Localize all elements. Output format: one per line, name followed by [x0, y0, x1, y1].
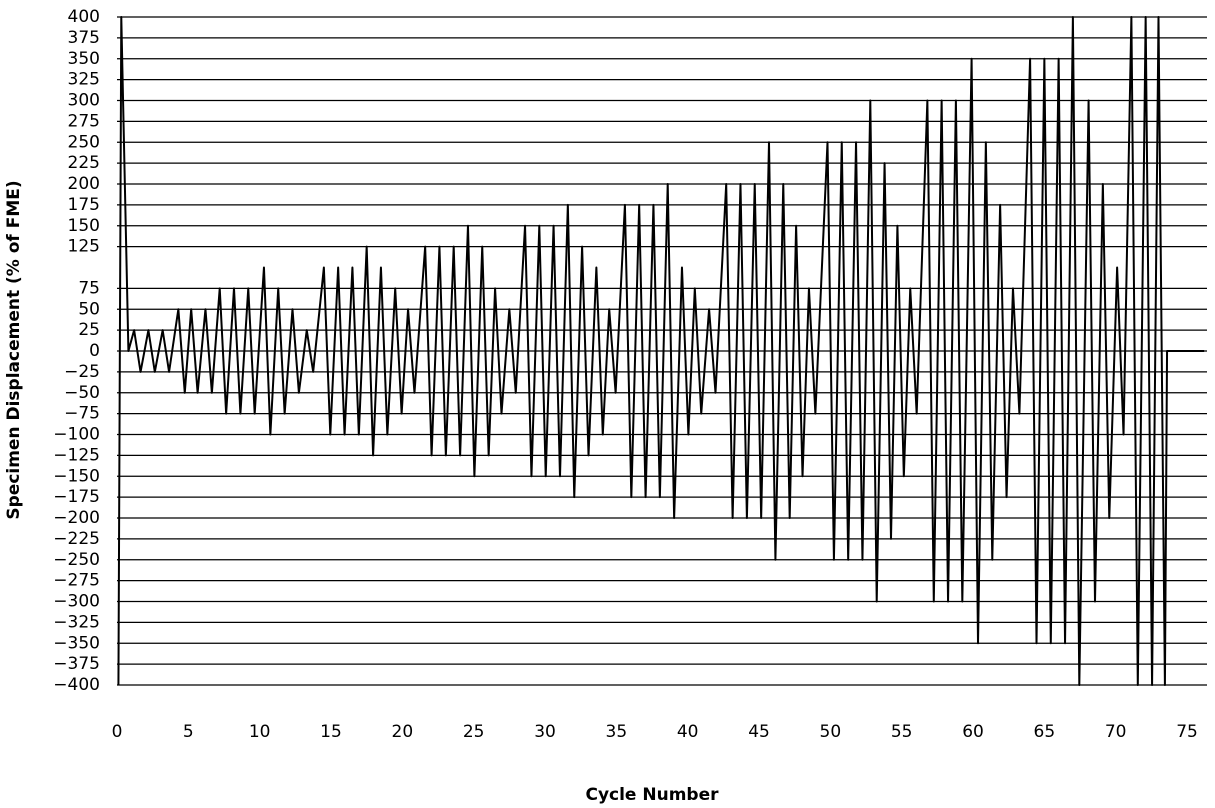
x-tick-label: 70	[1105, 722, 1127, 742]
y-tick-label: −325	[53, 612, 100, 632]
y-tick-label: 375	[68, 28, 100, 48]
y-tick-label: 125	[68, 237, 100, 257]
y-tick-label: −175	[53, 487, 100, 507]
x-tick-label: 0	[112, 722, 123, 742]
x-tick-label: 45	[748, 722, 770, 742]
y-tick-label: −125	[53, 445, 100, 465]
y-tick-label: 275	[68, 111, 100, 131]
y-tick-label: 350	[68, 49, 100, 69]
y-tick-label: 0	[89, 341, 100, 361]
y-tick-label: −200	[53, 508, 100, 528]
y-tick-label: −250	[53, 550, 100, 570]
y-tick-label: 300	[68, 91, 100, 111]
x-tick-label: 40	[677, 722, 699, 742]
x-tick-label: 75	[1176, 722, 1198, 742]
y-tick-label: 200	[68, 174, 100, 194]
y-tick-label: −400	[53, 675, 100, 695]
y-tick-label: −275	[53, 571, 100, 591]
y-tick-label: 250	[68, 132, 100, 152]
x-tick-label: 55	[891, 722, 913, 742]
y-tick-label: 150	[68, 216, 100, 236]
y-axis-title: Specimen Displacement (% of FME)	[4, 180, 24, 519]
y-tick-label: 50	[78, 299, 100, 319]
x-tick-label: 10	[249, 722, 271, 742]
y-tick-label: 225	[68, 153, 100, 173]
x-tick-label: 20	[392, 722, 414, 742]
x-tick-label: 50	[820, 722, 842, 742]
data-line	[117, 16, 1205, 686]
x-tick-label: 15	[320, 722, 342, 742]
x-axis-title: Cycle Number	[585, 785, 719, 805]
y-tick-label: −375	[53, 654, 100, 674]
y-tick-label: 25	[78, 320, 100, 340]
x-tick-label: 65	[1034, 722, 1056, 742]
y-tick-label: 75	[78, 278, 100, 298]
y-tick-label: −50	[64, 383, 100, 403]
x-tick-label: 30	[534, 722, 556, 742]
y-tick-label: −25	[64, 362, 100, 382]
y-tick-label: 400	[68, 7, 100, 27]
y-tick-label: −300	[53, 592, 100, 612]
y-tick-label: 175	[68, 195, 100, 215]
y-tick-label: −150	[53, 466, 100, 486]
y-tick-label: −100	[53, 425, 100, 445]
y-tick-label: −75	[64, 404, 100, 424]
x-tick-label: 25	[463, 722, 485, 742]
x-tick-label: 60	[962, 722, 984, 742]
y-tick-label: 325	[68, 70, 100, 90]
y-tick-label: −350	[53, 633, 100, 653]
y-tick-label: −225	[53, 529, 100, 549]
x-tick-label: 5	[183, 722, 194, 742]
x-tick-label: 35	[606, 722, 628, 742]
